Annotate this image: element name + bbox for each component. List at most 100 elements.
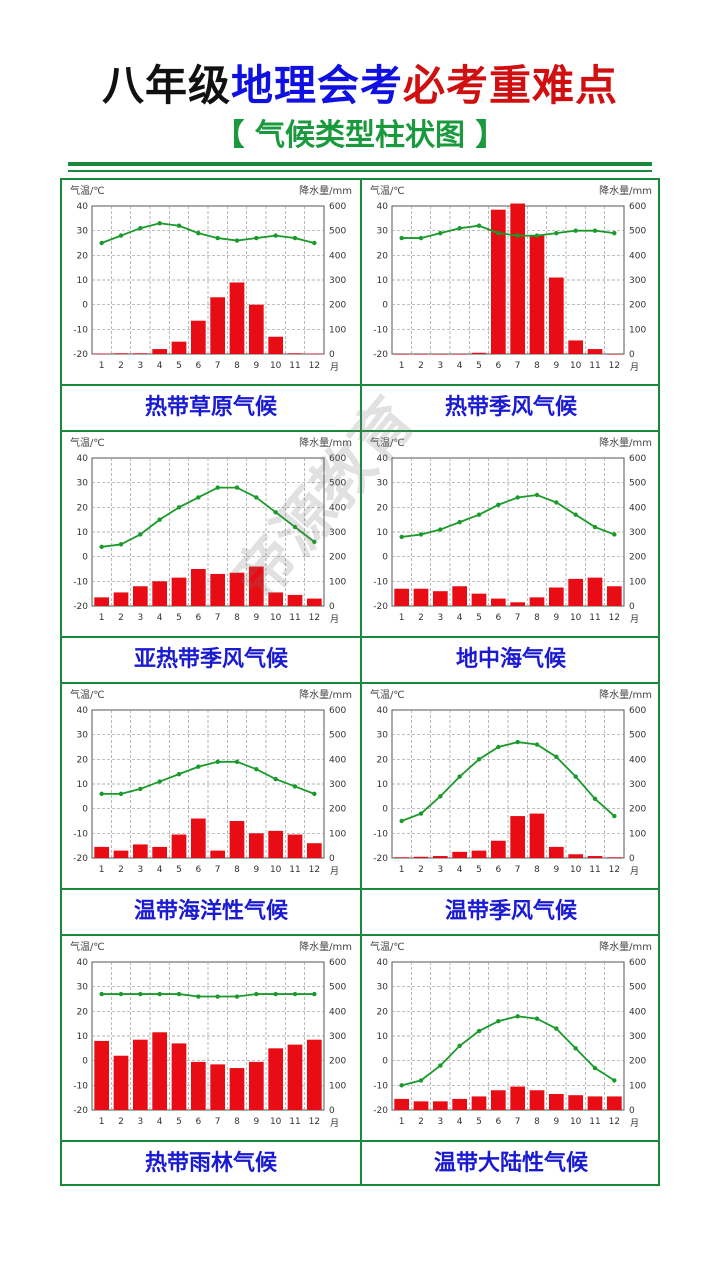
precip-bar-1: [94, 846, 110, 858]
month-label: 4: [457, 361, 463, 371]
temp-point-11: [292, 991, 298, 997]
temp-point-8: [534, 1016, 540, 1021]
month-label: 8: [534, 865, 540, 875]
month-label: 2: [418, 613, 424, 623]
month-label: 10: [570, 361, 582, 371]
precip-tick-label: 0: [329, 854, 335, 864]
temp-tick-label: 30: [377, 731, 389, 741]
month-label: 1: [399, 613, 405, 623]
precip-axis-title: 降水量/mm: [299, 436, 352, 449]
precip-bar-8: [229, 282, 245, 354]
precip-tick-label: 0: [329, 1106, 335, 1116]
temperature-line: [101, 760, 315, 795]
precip-axis-title: 降水量/mm: [299, 688, 352, 701]
precip-axis-title: 降水量/mm: [299, 940, 352, 953]
temp-point-2: [118, 791, 124, 797]
month-label: 8: [534, 361, 540, 371]
precip-tick-label: 300: [329, 276, 346, 286]
temp-point-6: [196, 230, 201, 236]
precip-bar-3: [432, 1101, 448, 1110]
month-label: 5: [476, 865, 482, 875]
month-label: 11: [289, 865, 300, 875]
month-label: 1: [399, 865, 405, 875]
precip-axis-title: 降水量/mm: [599, 184, 652, 197]
temperature-line: [101, 993, 315, 998]
temp-point-5: [176, 505, 182, 510]
month-label: 1: [399, 1117, 405, 1127]
temp-point-1: [399, 1083, 404, 1088]
precip-bar-5: [171, 834, 187, 858]
month-label: 7: [215, 613, 221, 623]
temp-point-12: [612, 1078, 617, 1083]
month-label: 10: [270, 865, 282, 875]
month-label: 9: [253, 361, 259, 371]
temp-axis-title: 气温/℃: [370, 688, 405, 701]
precip-tick-label: 400: [629, 251, 646, 261]
precip-bar-1: [94, 1040, 110, 1110]
temp-point-6: [196, 495, 201, 500]
month-label: 6: [195, 865, 201, 875]
precip-tick-label: 100: [329, 829, 346, 839]
precip-bar-3: [132, 1039, 148, 1110]
temp-point-4: [457, 774, 462, 779]
precip-tick-label: 200: [629, 805, 646, 815]
temp-point-4: [157, 517, 162, 522]
month-label: 3: [437, 865, 443, 875]
chart-svg: 气温/℃ 降水量/mm403020100-10-20600500400300200…: [70, 940, 352, 1129]
temp-point-9: [254, 495, 259, 500]
climate-chart-3: 气温/℃ 降水量/mm 40 30 20 10 0 -10 -20 600 500 400 300 200…: [62, 432, 360, 684]
precip-bar-9: [548, 587, 564, 606]
temp-tick-label: 0: [382, 301, 388, 311]
temp-tick-label: -10: [73, 325, 88, 335]
temp-point-11: [592, 796, 598, 801]
precip-tick-label: 0: [629, 854, 635, 864]
temp-point-10: [573, 774, 578, 779]
precip-tick-label: 600: [629, 958, 646, 968]
precip-bar-7: [210, 297, 226, 354]
temperature-line: [401, 1015, 615, 1087]
month-label: 12: [309, 613, 320, 623]
precip-bar-11: [587, 349, 603, 354]
temp-tick-label: -10: [73, 829, 88, 839]
temp-tick-label: -20: [73, 1106, 88, 1116]
month-label: 11: [589, 865, 600, 875]
temp-point-6: [496, 1019, 501, 1024]
precip-bar-2: [413, 856, 429, 858]
temp-point-5: [176, 223, 182, 228]
month-label: 12: [609, 1117, 620, 1127]
precip-bar-11: [287, 834, 303, 858]
precip-tick-label: 400: [629, 1007, 646, 1017]
chart-svg: 气温/℃ 降水量/mm403020100-10-20600500400300200…: [70, 184, 352, 373]
precip-bar-7: [510, 1086, 526, 1110]
precip-tick-label: 400: [629, 755, 646, 765]
precip-bar-6: [190, 569, 206, 606]
precip-bar-5: [171, 577, 187, 606]
month-label: 12: [609, 865, 620, 875]
precip-bar-8: [529, 235, 545, 354]
month-label: 1: [99, 865, 105, 875]
precip-tick-label: 500: [629, 983, 646, 993]
temp-tick-label: 10: [377, 780, 389, 790]
precip-bar-7: [510, 602, 526, 606]
precip-tick-label: 100: [629, 577, 646, 587]
precip-bar-4: [452, 1098, 468, 1110]
precip-bar-9: [248, 304, 264, 354]
month-label: 7: [215, 865, 221, 875]
temp-point-7: [515, 233, 520, 238]
temp-tick-label: 40: [77, 202, 89, 212]
month-unit-label: 月: [330, 362, 339, 373]
chart-svg: 气温/℃ 降水量/mm403020100-10-20600500400300200…: [370, 436, 652, 625]
temp-tick-label: -10: [373, 829, 388, 839]
month-label: 4: [157, 361, 163, 371]
precip-bar-8: [529, 813, 545, 858]
temp-tick-label: 10: [377, 1032, 389, 1042]
precip-tick-label: 100: [329, 577, 346, 587]
month-label: 1: [99, 613, 105, 623]
precip-tick-label: 100: [629, 829, 646, 839]
precip-bar-3: [432, 856, 448, 858]
precip-tick-label: 300: [629, 528, 646, 538]
temp-point-11: [292, 784, 298, 789]
temp-point-11: [592, 524, 598, 530]
temp-point-10: [273, 233, 278, 238]
temp-point-7: [515, 1014, 520, 1019]
